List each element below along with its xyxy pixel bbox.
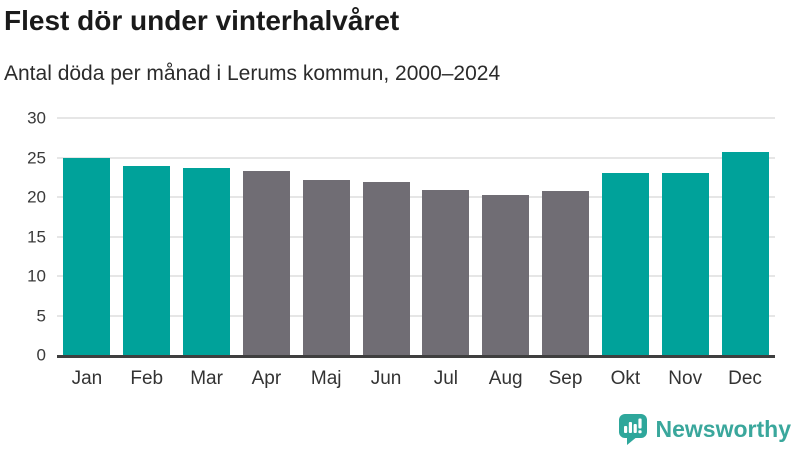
bar-apr bbox=[242, 170, 290, 355]
bar-slot bbox=[536, 118, 596, 355]
y-axis-tick-label: 10 bbox=[27, 266, 46, 286]
bar-maj bbox=[302, 180, 350, 355]
bar-okt bbox=[601, 173, 649, 355]
x-axis-tick-label: Jun bbox=[370, 368, 402, 389]
bar-slot bbox=[356, 118, 416, 355]
x-axis-tick-label: Feb bbox=[130, 368, 164, 389]
bar-sep bbox=[542, 190, 590, 355]
newsworthy-icon bbox=[618, 413, 647, 445]
speech-bubble-shape bbox=[618, 413, 647, 445]
bar-aug bbox=[482, 195, 530, 355]
bar-slot bbox=[117, 118, 177, 355]
bar-slot bbox=[416, 118, 476, 355]
bar-slot bbox=[296, 118, 356, 355]
y-axis-tick-label: 20 bbox=[27, 187, 46, 207]
x-axis-tick-label: Okt bbox=[610, 368, 641, 389]
gridline bbox=[57, 235, 775, 238]
x-axis-tick-label: Dec bbox=[728, 368, 762, 389]
bar-slot bbox=[236, 118, 296, 355]
bar-slot bbox=[595, 118, 655, 355]
gridline bbox=[57, 156, 775, 159]
x-axis-tick-label: Jul bbox=[433, 368, 459, 389]
x-axis-tick-label: Nov bbox=[668, 368, 703, 389]
bars-container bbox=[57, 118, 775, 355]
x-axis-tick-label: Jan bbox=[71, 368, 103, 389]
bar-slot bbox=[476, 118, 536, 355]
gridline bbox=[57, 117, 775, 119]
brand-name: Newsworthy bbox=[655, 415, 791, 442]
bar-feb bbox=[123, 166, 171, 355]
brand-logo: Newsworthy bbox=[618, 411, 791, 447]
y-axis-tick-label: 0 bbox=[36, 345, 46, 365]
y-axis-tick-label: 25 bbox=[27, 148, 46, 167]
gridline bbox=[57, 314, 775, 317]
x-axis-tick-label: Mar bbox=[190, 368, 223, 389]
y-axis-tick-label: 5 bbox=[36, 306, 46, 326]
x-axis-tick-label: Aug bbox=[488, 368, 523, 389]
x-axis-tick-label: Maj bbox=[310, 368, 342, 389]
x-axis-tick-label: Apr bbox=[251, 368, 282, 389]
bar-slot bbox=[57, 118, 117, 355]
x-axis-tick-label: Sep bbox=[548, 368, 583, 389]
bar-dec bbox=[721, 151, 769, 355]
x-axis-labels: Jan Feb Mar Apr Maj Jun Jul Aug Sep Okt Nov Dec bbox=[57, 368, 775, 390]
y-axis-tick-label: 15 bbox=[27, 227, 46, 246]
chart-title: Flest dör under vinterhalvåret bbox=[4, 5, 400, 36]
bar-jun bbox=[362, 182, 410, 355]
chart-subtitle: Antal döda per månad i Lerums kommun, 20… bbox=[4, 62, 501, 85]
bar-jan bbox=[63, 157, 111, 355]
y-axis-tick-label: 30 bbox=[27, 108, 46, 128]
bar-slot bbox=[655, 118, 715, 355]
bar-slot bbox=[177, 118, 237, 355]
bar-jul bbox=[422, 189, 470, 355]
bar-nov bbox=[661, 173, 709, 355]
gridline bbox=[57, 275, 775, 278]
bar-mar bbox=[183, 167, 231, 355]
bar-chart-glyph bbox=[623, 418, 642, 433]
bar-slot bbox=[715, 118, 775, 355]
gridline bbox=[57, 196, 775, 199]
plot-area: 0 5 10 15 20 25 30 bbox=[27, 110, 775, 364]
